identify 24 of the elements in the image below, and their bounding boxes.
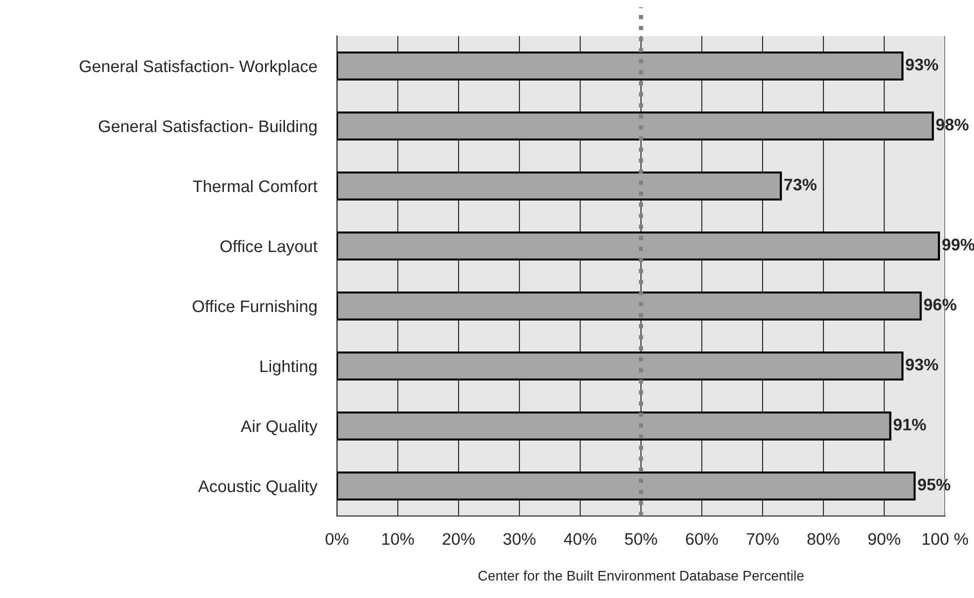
y-tick-label: General Satisfaction- Building xyxy=(98,120,316,136)
x-tick-label: 50% xyxy=(624,533,658,545)
y-tick-label: Thermal Comfort xyxy=(192,180,318,192)
x-axis-title: Center for the Built Environment Database Percentile xyxy=(478,570,804,581)
x-tick-label: 80% xyxy=(807,533,840,545)
x-tick-label: 70% xyxy=(746,533,779,545)
x-tick-label: 40% xyxy=(564,533,596,545)
y-tick-label: Air Quality xyxy=(240,420,318,436)
x-tick-label: 0% xyxy=(326,533,348,545)
x-tick-label: 90% xyxy=(868,533,900,545)
y-tick-label: Lighting xyxy=(260,360,316,376)
data-label: 93% xyxy=(906,58,938,70)
data-label: 91% xyxy=(894,418,926,430)
x-tick-label: 60% xyxy=(686,533,718,545)
x-tick-label: 100 % xyxy=(922,533,968,545)
y-tick-label: Office Furnishing xyxy=(192,300,316,316)
x-tick-label: 20% xyxy=(442,533,475,545)
data-label: 73% xyxy=(784,178,817,190)
x-tick-label: 30% xyxy=(503,533,536,545)
data-label: 93% xyxy=(906,358,938,370)
x-tick-label: 10% xyxy=(382,533,414,545)
y-tick-label: General Satisfaction- Workplace xyxy=(80,60,317,76)
y-tick-label: Office Layout xyxy=(220,240,318,256)
y-tick-label: Acoustic Quality xyxy=(198,480,318,496)
